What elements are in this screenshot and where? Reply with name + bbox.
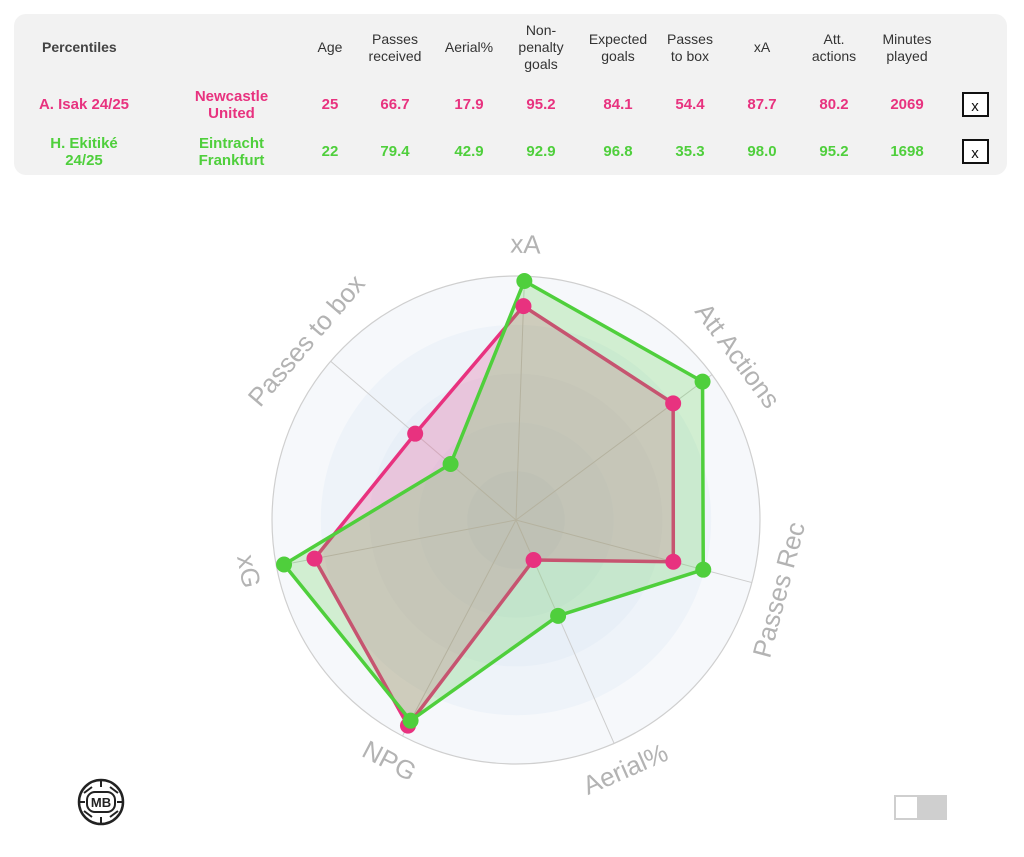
data-point-ekitike — [276, 556, 293, 573]
cell-passes-to-box: 54.4 — [675, 96, 705, 113]
mb-logo-icon: MB — [77, 778, 125, 826]
data-point-isak — [665, 395, 682, 412]
header-age: Age — [317, 39, 343, 55]
cell-age: 22 — [321, 143, 339, 160]
header-passes-to-box: Passes to box — [667, 30, 713, 64]
view-toggle[interactable] — [894, 795, 947, 820]
table-row: H. Ekitiké 24/25 Eintracht Frankfurt 22 … — [14, 128, 1007, 175]
radar-spoke — [515, 519, 752, 584]
axis-label: NPG — [358, 734, 422, 787]
cell-minutes: 2069 — [890, 96, 924, 113]
cell-passes-received: 79.4 — [380, 143, 410, 160]
toggle-knob — [896, 797, 917, 818]
team-name: Newcastle United — [194, 87, 269, 122]
header-percentiles: Percentiles — [42, 39, 117, 55]
percentiles-table: Percentiles Age Passes received Aerial% … — [14, 14, 1007, 175]
header-xa: xA — [753, 39, 771, 55]
cell-att-actions: 80.2 — [819, 96, 849, 113]
header-passes-received: Passes received — [368, 30, 422, 64]
cell-npg: 92.9 — [526, 143, 556, 160]
header-npg: Non- penalty goals — [518, 22, 564, 72]
cell-xa: 87.7 — [747, 96, 777, 113]
radar-spoke — [515, 276, 526, 521]
data-point-ekitike — [442, 455, 459, 472]
axis-label: xG — [231, 552, 267, 590]
radar-spoke — [402, 519, 517, 737]
data-point-isak — [407, 425, 424, 442]
axis-label: xA — [510, 229, 542, 260]
player-name: A. Isak 24/25 — [38, 96, 130, 113]
cell-npg: 95.2 — [526, 96, 556, 113]
data-point-ekitike — [550, 607, 567, 624]
cell-passes-received: 66.7 — [380, 96, 410, 113]
data-point-ekitike — [694, 373, 711, 390]
cell-xa: 98.0 — [747, 143, 777, 160]
remove-player-button[interactable]: x — [961, 92, 989, 117]
series-area-ekitike — [282, 279, 706, 723]
table-row: A. Isak 24/25 Newcastle United 25 66.7 1… — [14, 81, 1007, 128]
percentiles-table-panel: Percentiles Age Passes received Aerial% … — [14, 14, 1007, 175]
series-area-isak — [312, 304, 676, 728]
header-minutes: Minutes played — [882, 30, 932, 64]
data-point-isak — [665, 553, 682, 570]
cell-aerial: 17.9 — [454, 96, 484, 113]
radar-spoke — [330, 360, 517, 521]
team-name: Eintracht Frankfurt — [198, 134, 265, 169]
cell-xg: 84.1 — [603, 96, 633, 113]
remove-cell: x — [943, 81, 1007, 128]
logo-text: MB — [91, 795, 111, 810]
data-point-isak — [525, 551, 542, 568]
cell-xg: 96.8 — [603, 143, 633, 160]
cell-passes-to-box: 35.3 — [675, 143, 705, 160]
data-point-ekitike — [695, 561, 712, 578]
header-aerial: Aerial% — [444, 39, 494, 55]
table-header-row: Percentiles Age Passes received Aerial% … — [14, 14, 1007, 81]
cell-minutes: 1698 — [890, 143, 924, 160]
cell-att-actions: 95.2 — [819, 143, 849, 160]
header-xg: Expected goals — [588, 30, 648, 64]
remove-player-button[interactable]: x — [961, 139, 989, 164]
data-point-ekitike — [402, 712, 419, 729]
cell-aerial: 42.9 — [454, 143, 484, 160]
player-name: H. Ekitiké 24/25 — [50, 134, 118, 169]
data-point-isak — [515, 298, 532, 315]
data-point-isak — [306, 550, 323, 567]
data-point-ekitike — [516, 273, 533, 290]
remove-cell: x — [943, 128, 1007, 175]
cell-age: 25 — [321, 96, 339, 113]
header-att-actions: Att. actions — [811, 30, 857, 64]
